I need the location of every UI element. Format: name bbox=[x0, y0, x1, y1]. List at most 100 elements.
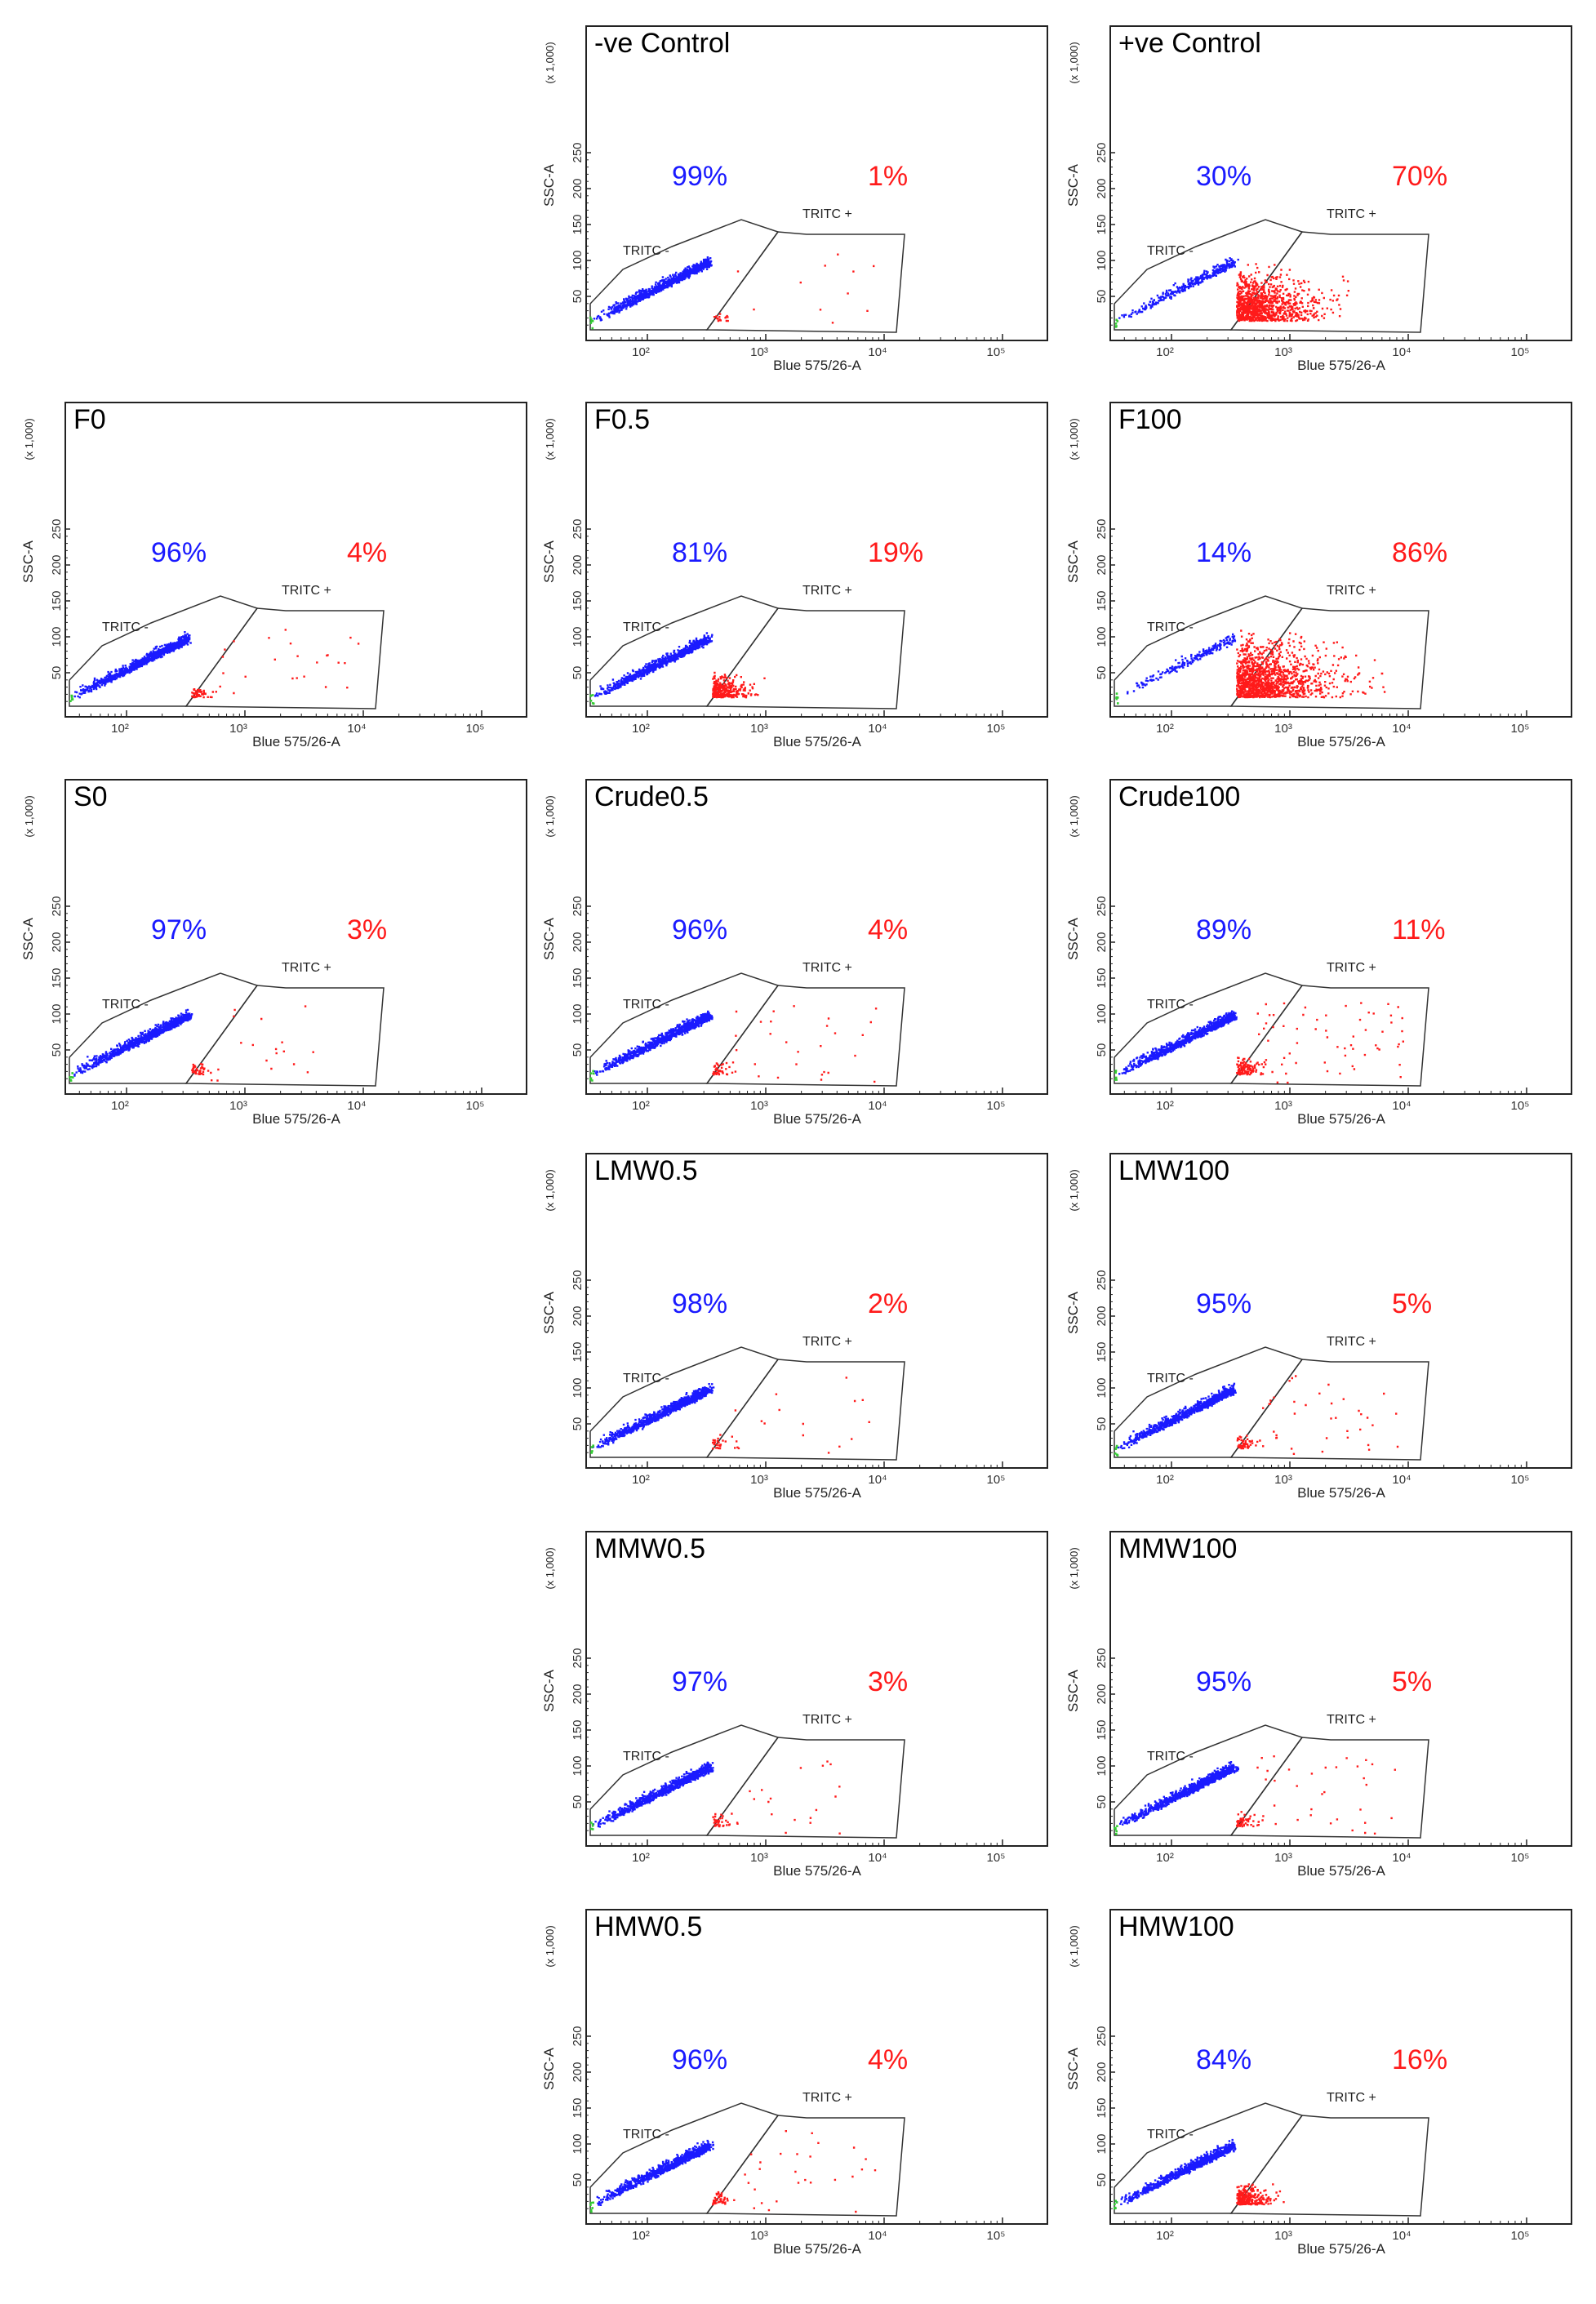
y-tick-label: 100 bbox=[571, 1755, 585, 1776]
y-axis-multiplier: (x 1,000) bbox=[544, 1169, 556, 1211]
gate-tritc-positive bbox=[1229, 1737, 1429, 1839]
x-tick-label: 10⁵ bbox=[1511, 1099, 1530, 1113]
panel-title: +ve Control bbox=[1118, 28, 1261, 59]
negative-percentage: 96% bbox=[672, 914, 727, 945]
y-tick-label: 100 bbox=[1095, 626, 1109, 647]
gate-negative-label: TRITC - bbox=[623, 1750, 669, 1764]
gate-positive-label: TRITC + bbox=[802, 2091, 852, 2105]
positive-percentage: 19% bbox=[868, 537, 923, 568]
negative-percentage: 97% bbox=[672, 1666, 727, 1697]
panel-title: -ve Control bbox=[594, 28, 730, 59]
y-tick-label: 150 bbox=[571, 2097, 585, 2118]
positive-percentage: 16% bbox=[1392, 2044, 1447, 2075]
y-tick-label: 200 bbox=[571, 178, 585, 198]
x-tick-label: 10⁴ bbox=[347, 722, 366, 736]
y-tick-label: 150 bbox=[50, 590, 64, 611]
panel-title: MMW0.5 bbox=[594, 1533, 705, 1564]
gate-tritc-positive bbox=[1229, 231, 1429, 333]
x-tick-label: 10² bbox=[1156, 2229, 1174, 2243]
x-axis-label: Blue 575/26-A bbox=[252, 1111, 340, 1127]
event-points bbox=[69, 629, 360, 702]
x-tick-label: 10³ bbox=[1274, 1099, 1292, 1113]
gate-tritc-positive bbox=[705, 1737, 905, 1839]
x-tick-label: 10³ bbox=[1274, 1473, 1292, 1487]
x-axis-label: Blue 575/26-A bbox=[1297, 1485, 1385, 1501]
x-tick-label: 10² bbox=[111, 722, 129, 736]
y-tick-label: 150 bbox=[571, 214, 585, 234]
y-tick-label: 150 bbox=[571, 1341, 585, 1362]
y-axis-multiplier: (x 1,000) bbox=[544, 1547, 556, 1589]
panel-lmw100: 50 100 150 200 250 SSC-A (x 1,000) 10² 10³ 10⁴ 10⁵… bbox=[1065, 1153, 1572, 1501]
panel--ve-control: 50 100 150 200 250 SSC-A (x 1,000) 10² 10³ 10⁴ 10⁵… bbox=[1065, 25, 1572, 373]
y-axis-label: SSC-A bbox=[1065, 1291, 1081, 1334]
x-tick-label: 10⁵ bbox=[987, 345, 1006, 359]
panel-crude100: 50 100 150 200 250 SSC-A (x 1,000) 10² 10³ 10⁴ 10⁵… bbox=[1065, 779, 1572, 1127]
y-tick-label: 100 bbox=[571, 626, 585, 647]
events-tritc-positive bbox=[1236, 263, 1349, 322]
plot-frame bbox=[1109, 25, 1572, 341]
events-tritc-negative bbox=[1118, 1010, 1238, 1075]
gate-tritc-positive bbox=[184, 985, 385, 1087]
positive-percentage: 1% bbox=[868, 161, 908, 192]
y-axis-label: SSC-A bbox=[541, 540, 557, 583]
x-tick-label: 10⁴ bbox=[868, 1851, 887, 1865]
y-axis-label: SSC-A bbox=[1065, 917, 1081, 960]
gate-negative-label: TRITC - bbox=[623, 2128, 669, 2142]
y-axis-multiplier: (x 1,000) bbox=[1068, 795, 1080, 837]
y-axis-multiplier: (x 1,000) bbox=[544, 42, 556, 83]
panel-f100: 50 100 150 200 250 SSC-A (x 1,000) 10² 10³ 10⁴ 10⁵… bbox=[1065, 402, 1572, 749]
y-tick-label: 100 bbox=[571, 250, 585, 270]
gate-tritc-positive bbox=[1229, 1359, 1429, 1461]
x-tick-label: 10⁴ bbox=[1392, 345, 1411, 359]
events-ungated bbox=[1114, 318, 1119, 328]
gate-tritc-positive bbox=[184, 607, 385, 709]
x-tick-label: 10³ bbox=[1274, 722, 1292, 736]
x-axis-label: Blue 575/26-A bbox=[773, 1485, 861, 1501]
events-tritc-negative bbox=[593, 1010, 714, 1076]
gate-negative-label: TRITC - bbox=[1147, 1750, 1194, 1764]
gate-positive-label: TRITC + bbox=[802, 584, 852, 598]
y-tick-label: 100 bbox=[1095, 2133, 1109, 2154]
y-tick-label: 100 bbox=[50, 626, 64, 647]
y-tick-label: 100 bbox=[50, 1003, 64, 1024]
x-tick-label: 10² bbox=[632, 1473, 650, 1487]
panel-title: HMW100 bbox=[1118, 1911, 1234, 1942]
event-points bbox=[1114, 1002, 1404, 1084]
negative-percentage: 98% bbox=[672, 1288, 727, 1319]
panel-f0-5: 50 100 150 200 250 SSC-A (x 1,000) 10² 10³ 10⁴ 10⁵… bbox=[541, 402, 1048, 749]
negative-percentage: 84% bbox=[1196, 2044, 1251, 2075]
event-points bbox=[69, 1005, 314, 1082]
y-tick-label: 50 bbox=[1095, 2173, 1109, 2187]
panel-hmw0-5: 50 100 150 200 250 SSC-A (x 1,000) 10² 10³ 10⁴ 10⁵… bbox=[541, 1909, 1048, 2257]
x-axis-label: Blue 575/26-A bbox=[773, 358, 861, 373]
gate-positive-label: TRITC + bbox=[802, 1713, 852, 1727]
event-points bbox=[589, 1005, 878, 1083]
gate-positive-label: TRITC + bbox=[1327, 2091, 1376, 2105]
x-tick-label: 10⁵ bbox=[987, 1851, 1006, 1865]
events-tritc-positive bbox=[712, 671, 766, 699]
negative-percentage: 14% bbox=[1196, 537, 1251, 568]
event-points bbox=[1115, 629, 1386, 705]
x-axis-label: Blue 575/26-A bbox=[1297, 2241, 1385, 2257]
panel-title: MMW100 bbox=[1118, 1533, 1237, 1564]
events-ungated bbox=[590, 1821, 594, 1830]
x-axis-label: Blue 575/26-A bbox=[252, 734, 340, 749]
y-tick-label: 100 bbox=[571, 1003, 585, 1024]
negative-percentage: 81% bbox=[672, 537, 727, 568]
gate-negative-label: TRITC - bbox=[1147, 244, 1194, 258]
y-axis-label: SSC-A bbox=[541, 1669, 557, 1712]
negative-percentage: 96% bbox=[672, 2044, 727, 2075]
positive-percentage: 70% bbox=[1392, 161, 1447, 192]
y-tick-label: 250 bbox=[50, 518, 64, 539]
y-tick-label: 250 bbox=[1095, 896, 1109, 916]
y-tick-label: 50 bbox=[571, 290, 585, 304]
y-tick-label: 100 bbox=[1095, 1003, 1109, 1024]
y-tick-label: 250 bbox=[571, 518, 585, 539]
x-tick-label: 10⁴ bbox=[868, 345, 887, 359]
y-tick-label: 200 bbox=[1095, 554, 1109, 575]
y-tick-label: 100 bbox=[571, 2133, 585, 2154]
x-tick-label: 10³ bbox=[750, 345, 768, 359]
x-axis-label: Blue 575/26-A bbox=[773, 734, 861, 749]
y-tick-label: 150 bbox=[1095, 590, 1109, 611]
y-tick-label: 200 bbox=[50, 554, 64, 575]
